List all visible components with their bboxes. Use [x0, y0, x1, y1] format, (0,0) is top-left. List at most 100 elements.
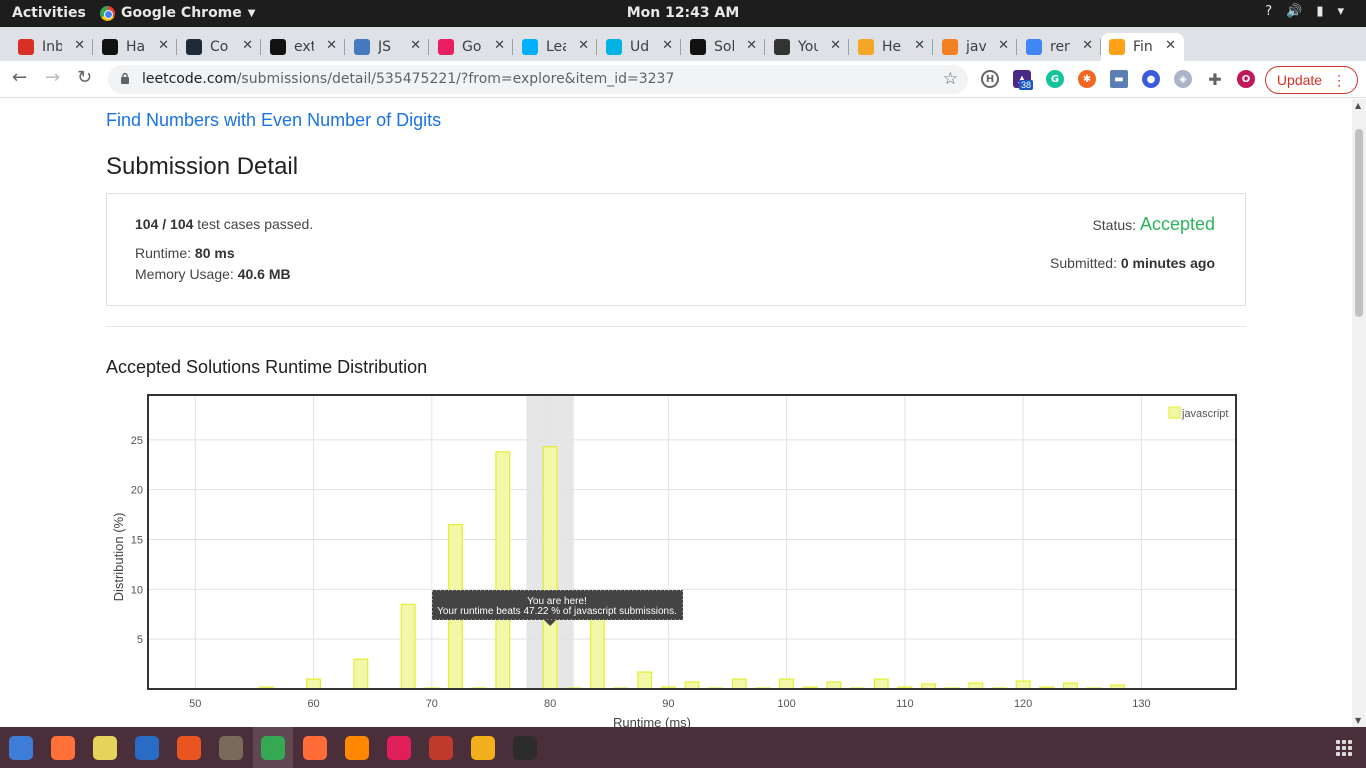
browser-tab[interactable]: He ✕	[850, 33, 933, 61]
help-icon[interactable]: ?	[1265, 4, 1273, 19]
tab-close-icon[interactable]: ✕	[578, 38, 589, 53]
forward-arrow-icon[interactable]: →	[45, 67, 61, 88]
url-text[interactable]: leetcode.com/submissions/detail/53547522…	[142, 71, 674, 87]
distribution-bar	[779, 678, 795, 690]
distribution-bar	[826, 681, 842, 690]
y-tick-label: 10	[131, 584, 143, 596]
app-menu-label: Google Chrome	[121, 5, 242, 21]
browser-tab[interactable]: Go ✕	[430, 33, 513, 61]
tab-title: Go	[462, 39, 482, 55]
browser-tab[interactable]: Lea ✕	[514, 33, 597, 61]
activities-button[interactable]: Activities	[12, 5, 86, 21]
chrome-icon	[100, 5, 115, 21]
browser-tab[interactable]: You ✕	[766, 33, 849, 61]
tab-close-icon[interactable]: ✕	[326, 38, 337, 53]
vlc-icon[interactable]	[345, 736, 369, 760]
tab-close-icon[interactable]: ✕	[830, 38, 841, 53]
flameshot-icon[interactable]	[429, 736, 453, 760]
browser-tab[interactable]: Ud ✕	[598, 33, 681, 61]
tab-separator	[512, 39, 513, 55]
tab-close-icon[interactable]: ✕	[158, 38, 169, 53]
notes-icon[interactable]	[471, 736, 495, 760]
legend-label: javascript	[1181, 408, 1228, 420]
problem-link[interactable]: Find Numbers with Even Number of Digits	[106, 110, 442, 130]
system-tray[interactable]: ? 🔊 ▮ ▾	[1265, 4, 1344, 19]
page-scrollbar[interactable]: ▲ ▼	[1352, 99, 1366, 727]
tab-close-icon[interactable]: ✕	[998, 38, 1009, 53]
reader-extension-icon[interactable]: H	[981, 70, 999, 88]
tab-close-icon[interactable]: ✕	[410, 38, 421, 53]
tab-separator	[596, 39, 597, 55]
volume-icon[interactable]: 🔊	[1286, 4, 1303, 19]
browser-tab[interactable]: Fin ✕	[1101, 33, 1184, 61]
browser-tab[interactable]: ext ✕	[262, 33, 345, 61]
window-extension-icon[interactable]: ▬	[1110, 70, 1128, 88]
tab-close-icon[interactable]: ✕	[746, 38, 757, 53]
thunderbird-icon[interactable]	[9, 736, 33, 760]
tab-close-icon[interactable]: ✕	[74, 38, 85, 53]
archive-manager-icon[interactable]	[219, 736, 243, 760]
app-menu[interactable]: Google Chrome ▼	[100, 5, 255, 21]
postman-icon[interactable]	[303, 736, 327, 760]
reload-icon[interactable]: ↻	[77, 67, 93, 88]
tab-title: jav	[966, 39, 986, 55]
terminal-icon[interactable]	[513, 736, 537, 760]
tab-close-icon[interactable]: ✕	[494, 38, 505, 53]
show-applications-icon[interactable]	[1336, 740, 1352, 756]
browser-tab[interactable]: Sol ✕	[682, 33, 765, 61]
tab-title: ren	[1050, 39, 1070, 55]
tests-passed-row: 104 / 104 test cases passed.	[135, 216, 313, 232]
globe-extension-icon[interactable]: ●	[1142, 70, 1160, 88]
y-tick-label: 25	[131, 435, 143, 447]
tab-close-icon[interactable]: ✕	[914, 38, 925, 53]
address-bar[interactable]: leetcode.com/submissions/detail/53547522…	[108, 65, 968, 94]
x-tick-label: 70	[426, 698, 438, 710]
scroll-up-arrow-icon[interactable]: ▲	[1355, 101, 1362, 110]
x-tick-label: 60	[307, 698, 319, 710]
back-arrow-icon[interactable]: ←	[12, 67, 28, 88]
tab-close-icon[interactable]: ✕	[662, 38, 673, 53]
status-label: Status:	[1092, 217, 1137, 233]
browser-tab[interactable]: ren ✕	[1018, 33, 1101, 61]
tab-title: JS	[378, 39, 392, 55]
browser-tab[interactable]: Ha ✕	[94, 33, 177, 61]
submission-summary-panel: 104 / 104 test cases passed. Runtime: 80…	[106, 193, 1246, 306]
firefox-icon[interactable]	[51, 736, 75, 760]
browser-tab[interactable]: Inb ✕	[10, 33, 93, 61]
update-button-label: Update	[1276, 72, 1323, 88]
browser-tab[interactable]: jav ✕	[934, 33, 1017, 61]
slack-icon[interactable]	[387, 736, 411, 760]
bookmark-star-icon[interactable]: ☆	[942, 69, 958, 89]
tab-close-icon[interactable]: ✕	[1165, 38, 1176, 53]
libreoffice-writer-icon[interactable]	[135, 736, 159, 760]
memory-label: Memory Usage:	[135, 266, 234, 282]
tab-title: Co	[210, 39, 229, 55]
software-center-icon[interactable]	[177, 736, 201, 760]
more-menu-icon: ⋮	[1332, 71, 1347, 88]
browser-tab[interactable]: Co ✕	[178, 33, 261, 61]
grammarly-icon[interactable]: G	[1046, 70, 1064, 88]
plot-border	[147, 394, 1237, 690]
power-menu-icon[interactable]: ▾	[1337, 4, 1344, 19]
tab-close-icon[interactable]: ✕	[1082, 38, 1093, 53]
memory-value: 40.6 MB	[237, 266, 291, 282]
extensions-puzzle-icon[interactable]: ✚	[1206, 70, 1224, 89]
tab-title: He	[882, 39, 902, 55]
lock-icon[interactable]	[120, 72, 130, 84]
tooltip-pointer	[544, 620, 557, 626]
battery-icon[interactable]: ▮	[1316, 4, 1324, 19]
tests-passed-count: 104 / 104	[135, 216, 194, 232]
browser-tab[interactable]: JS ✕	[346, 33, 429, 61]
shield-extension-icon[interactable]: ◈	[1174, 70, 1192, 88]
udacity-icon	[606, 39, 622, 55]
tab-strip: Inb✕Ha✕Co✕ext✕JS✕Go✕Lea✕Ud✕Sol✕You✕He✕ja…	[0, 27, 1366, 84]
tab-close-icon[interactable]: ✕	[242, 38, 253, 53]
scrollbar-thumb[interactable]	[1355, 129, 1363, 317]
profile-avatar[interactable]: O	[1237, 70, 1255, 88]
scroll-down-arrow-icon[interactable]: ▼	[1355, 716, 1362, 725]
gmail-icon	[18, 39, 34, 55]
chrome-icon[interactable]	[261, 736, 285, 760]
rhythmbox-icon[interactable]	[93, 736, 117, 760]
loom-icon[interactable]: ✱	[1078, 70, 1096, 88]
update-button[interactable]: Update ⋮	[1265, 66, 1358, 94]
